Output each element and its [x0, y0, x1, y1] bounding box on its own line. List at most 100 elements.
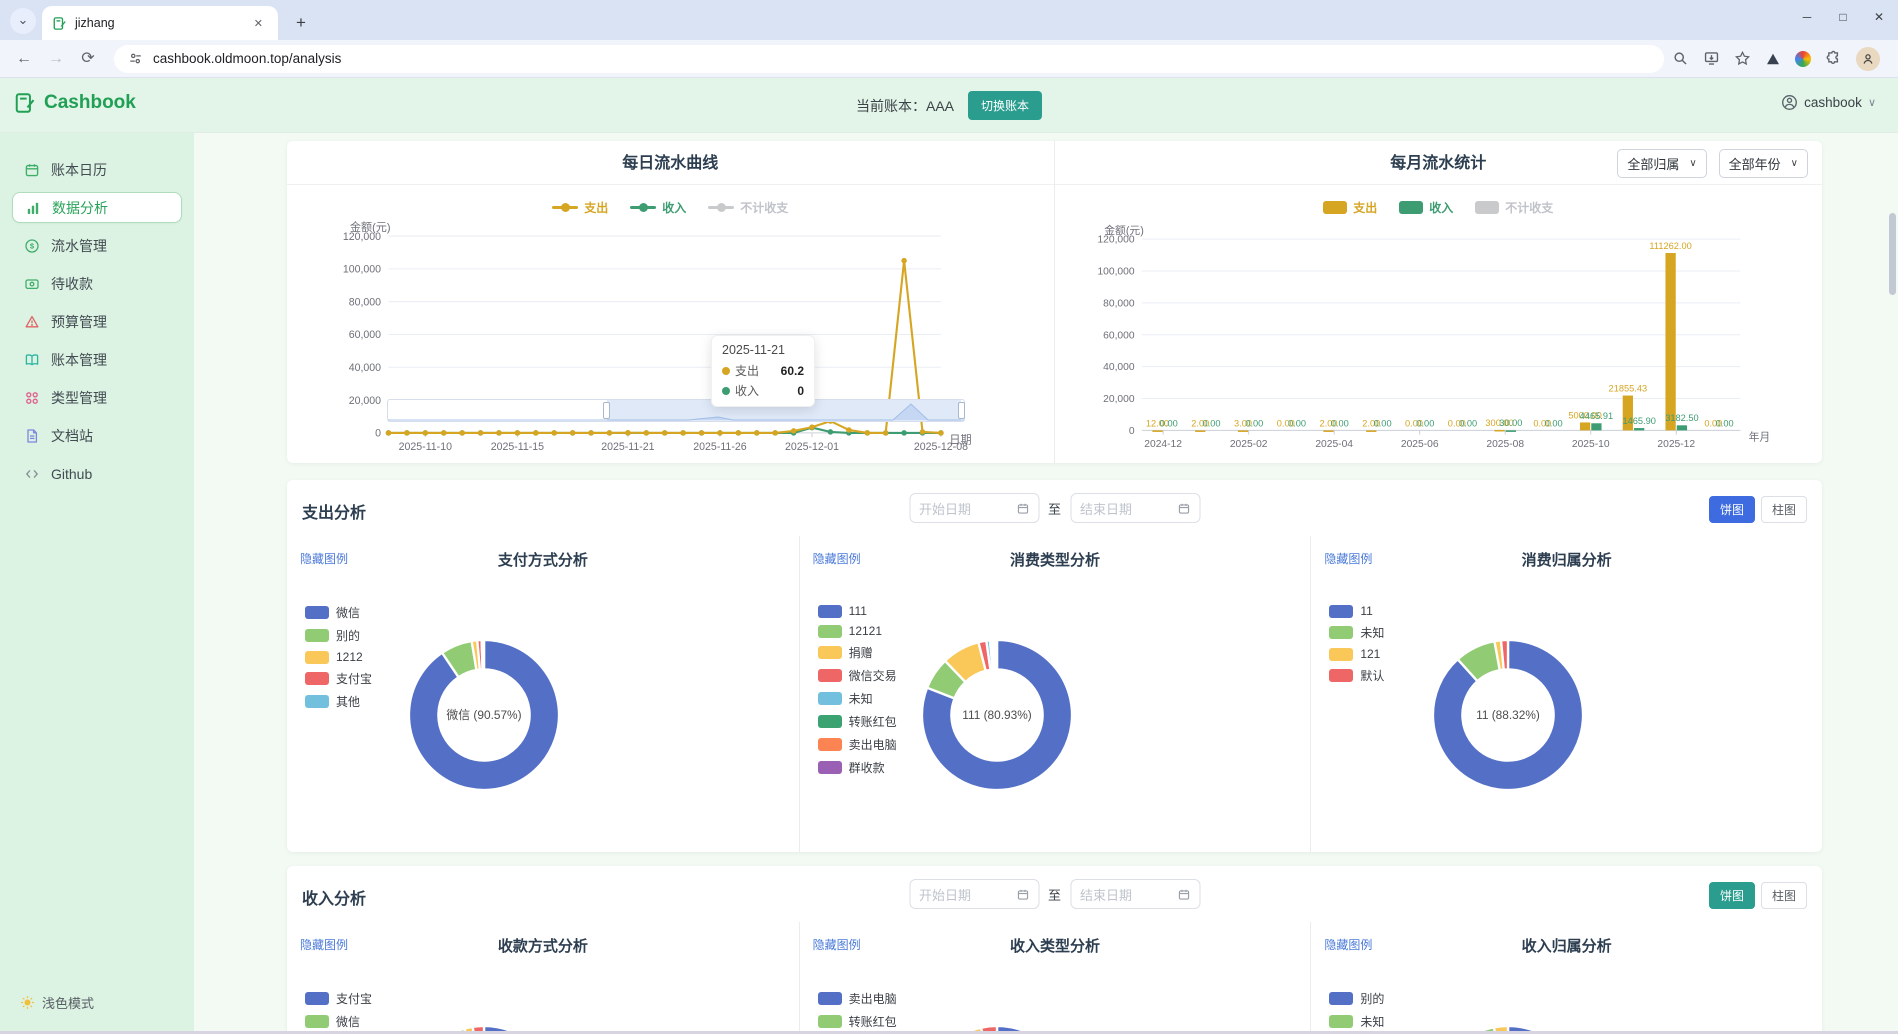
install-app-icon[interactable] [1703, 50, 1720, 67]
browser-tab[interactable]: jizhang ✕ [42, 6, 278, 40]
main-content: 每日流水曲线 支出收入不计收支 020,00040,00060,00080,00… [194, 133, 1898, 1034]
legend-item[interactable]: 收入 [1399, 199, 1453, 215]
sidebar-item-github[interactable]: Github [12, 458, 182, 489]
legend-item[interactable]: 转账红包 [818, 1013, 897, 1030]
legend-item[interactable]: 未知 [1329, 1013, 1384, 1030]
pie-legend: 微信别的 1212 支付宝其他 [305, 604, 372, 716]
window-close-button[interactable]: ✕ [1872, 10, 1886, 24]
start-date-input[interactable]: 开始日期 [909, 879, 1039, 909]
sidebar-item-categories[interactable]: 类型管理 [12, 382, 182, 413]
calendar-icon [1177, 888, 1190, 901]
legend-item[interactable]: 微信 [305, 604, 372, 621]
theme-toggle[interactable]: 浅色模式 [20, 993, 94, 1012]
svg-text:0.00: 0.00 [1417, 418, 1435, 428]
hide-legend-link[interactable]: 隐藏图例 [813, 550, 861, 567]
legend-item[interactable]: 收入 [630, 199, 686, 215]
site-settings-icon[interactable] [128, 51, 143, 66]
legend-item[interactable]: 未知 [1329, 624, 1384, 641]
legend-item[interactable]: 卖出电脑 [818, 736, 897, 753]
tab-close-icon[interactable]: ✕ [249, 15, 268, 32]
extensions-puzzle-icon[interactable] [1825, 50, 1842, 67]
svg-text:2025-10: 2025-10 [1572, 439, 1610, 450]
browser-profile-avatar[interactable] [1856, 47, 1880, 71]
svg-text:金额(元): 金额(元) [350, 220, 391, 234]
legend-item[interactable]: 111 [818, 604, 897, 618]
hide-legend-link[interactable]: 隐藏图例 [300, 936, 348, 953]
datazoom-handle-right[interactable] [958, 402, 965, 419]
legend-item[interactable]: 捐赠 [818, 644, 897, 661]
pie-title: 收入归属分析 [1311, 935, 1822, 956]
scrollbar-thumb[interactable] [1889, 213, 1896, 295]
year-filter-select[interactable]: 全部年份∨ [1719, 149, 1808, 178]
sidebar-item-docs[interactable]: 文档站 [12, 420, 182, 451]
bookmark-star-icon[interactable] [1734, 50, 1751, 67]
pie-view-button[interactable]: 饼图 [1709, 882, 1755, 909]
back-button[interactable]: ← [10, 45, 38, 73]
owner-filter-select[interactable]: 全部归属∨ [1617, 149, 1706, 178]
extension-triangle-icon[interactable] [1765, 51, 1781, 67]
svg-text:111 (80.93%): 111 (80.93%) [962, 708, 1031, 722]
legend-item[interactable]: 支付宝 [305, 990, 372, 1007]
end-date-input[interactable]: 结束日期 [1070, 879, 1200, 909]
zoom-icon[interactable] [1672, 50, 1689, 67]
extension-colorwheel-icon[interactable] [1795, 51, 1811, 67]
bar-view-button[interactable]: 柱图 [1761, 882, 1807, 909]
reload-button[interactable]: ⟳ [74, 45, 102, 73]
chevron-down-icon: ∨ [1791, 158, 1798, 169]
svg-text:0.00: 0.00 [1716, 418, 1734, 428]
legend-item[interactable]: 未知 [818, 690, 897, 707]
legend-item[interactable]: 转账红包 [818, 713, 897, 730]
datazoom-slider[interactable] [387, 399, 965, 422]
legend-item[interactable]: 11 [1329, 604, 1384, 618]
date-separator: 至 [1048, 885, 1061, 904]
url-bar[interactable]: cashbook.oldmoon.top/analysis [114, 45, 1664, 73]
svg-text:2024-12: 2024-12 [1145, 439, 1183, 450]
legend-item[interactable]: 微信 [305, 1013, 372, 1030]
start-date-input[interactable]: 开始日期 [909, 493, 1039, 523]
hide-legend-link[interactable]: 隐藏图例 [1324, 936, 1372, 953]
new-tab-button[interactable]: + [288, 10, 314, 36]
income-method-pie-panel: 隐藏图例 收款方式分析 支付宝微信1212 [287, 922, 799, 1034]
tab-search-button[interactable]: ⌄ [10, 8, 36, 34]
sidebar-item-receivable[interactable]: 待收款 [12, 268, 182, 299]
window-maximize-button[interactable]: □ [1836, 10, 1850, 24]
legend-item[interactable]: 12121 [818, 624, 897, 638]
forward-button[interactable]: → [42, 45, 70, 73]
legend-item[interactable]: 别的 [305, 627, 372, 644]
bar-view-button[interactable]: 柱图 [1761, 496, 1807, 523]
legend-item[interactable]: 支付宝 [305, 670, 372, 687]
legend-item[interactable]: 1212 [305, 650, 372, 664]
sidebar-item-calendar[interactable]: 账本日历 [12, 154, 182, 185]
user-menu[interactable]: cashbook ∨ [1781, 94, 1876, 111]
app-logo[interactable]: Cashbook [14, 92, 136, 114]
hide-legend-link[interactable]: 隐藏图例 [1324, 550, 1372, 567]
svg-text:3182.50: 3182.50 [1665, 413, 1698, 423]
sidebar-item-budget[interactable]: 预算管理 [12, 306, 182, 337]
hide-legend-link[interactable]: 隐藏图例 [300, 550, 348, 567]
legend-item[interactable]: 默认 [1329, 667, 1384, 684]
legend-item[interactable]: 不计收支 [708, 199, 788, 215]
hide-legend-link[interactable]: 隐藏图例 [813, 936, 861, 953]
svg-text:40,000: 40,000 [1103, 362, 1135, 373]
switch-book-button[interactable]: 切换账本 [968, 91, 1042, 120]
legend-item[interactable]: 别的 [1329, 990, 1384, 1007]
legend-item[interactable]: 其他 [305, 693, 372, 710]
legend-item[interactable]: 支出 [1323, 199, 1377, 215]
tooltip-dot [722, 387, 730, 395]
pie-title: 支付方式分析 [287, 549, 799, 570]
legend-item[interactable]: 卖出电脑 [818, 990, 897, 1007]
sidebar-item-analysis[interactable]: 数据分析 [12, 192, 182, 223]
legend-item[interactable]: 支出 [552, 199, 608, 215]
end-date-input[interactable]: 结束日期 [1070, 493, 1200, 523]
legend-item[interactable]: 不计收支 [1475, 199, 1553, 215]
pie-view-button[interactable]: 饼图 [1709, 496, 1755, 523]
svg-text:20,000: 20,000 [1103, 394, 1135, 405]
expense-analysis-card: 支出分析 开始日期 至 结束日期 饼图 柱图 [287, 480, 1822, 852]
legend-item[interactable]: 群收款 [818, 759, 897, 776]
window-minimize-button[interactable]: ─ [1800, 10, 1814, 24]
sidebar-item-flow[interactable]: $ 流水管理 [12, 230, 182, 261]
legend-item[interactable]: 微信交易 [818, 667, 897, 684]
legend-item[interactable]: 121 [1329, 647, 1384, 661]
sidebar-item-books[interactable]: 账本管理 [12, 344, 182, 375]
datazoom-handle-left[interactable] [603, 402, 610, 419]
